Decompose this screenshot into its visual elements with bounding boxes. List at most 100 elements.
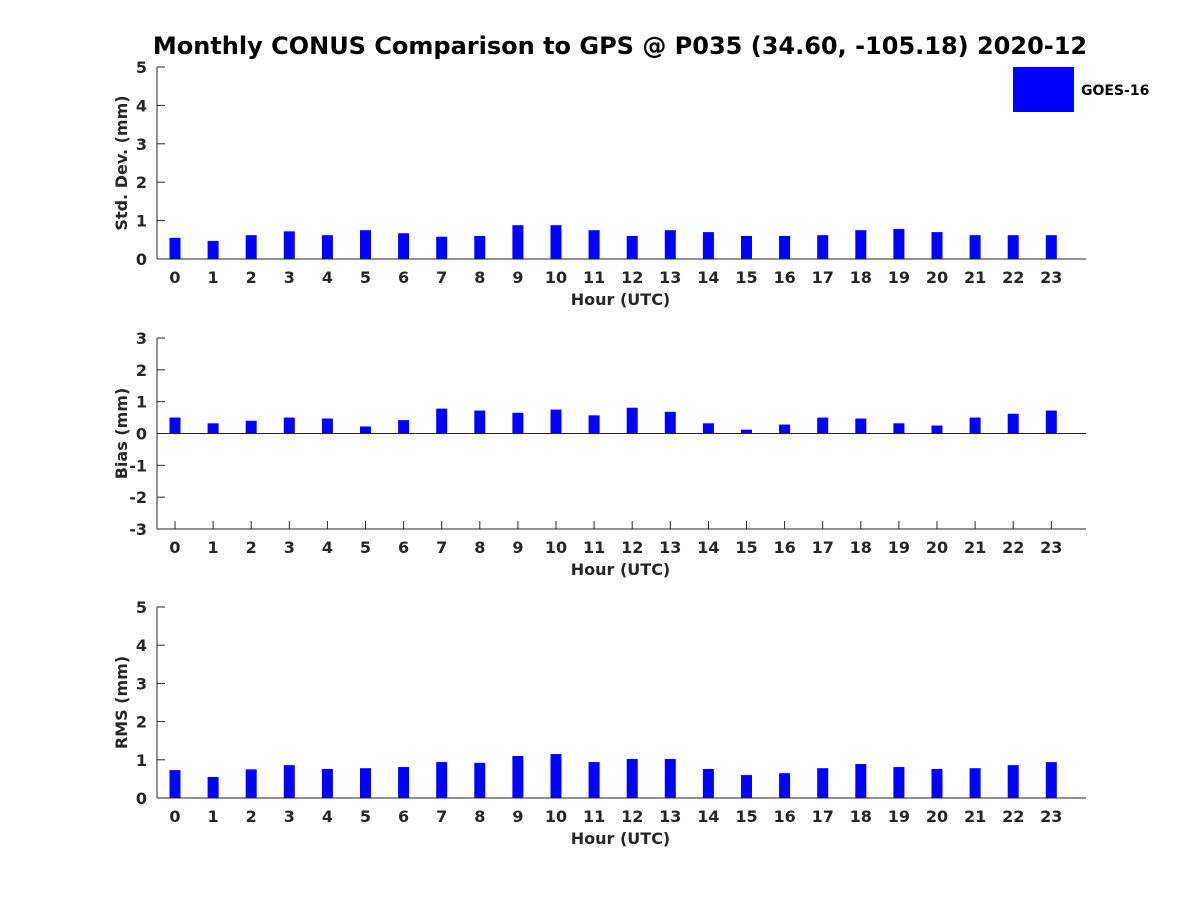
bar-std-dev-hour-19 <box>893 229 905 259</box>
x-tick-label: 11 <box>583 268 605 287</box>
x-tick-label: 23 <box>1040 807 1062 826</box>
y-tick-label: 4 <box>136 636 147 655</box>
x-tick-label: 13 <box>659 268 681 287</box>
bar-std-dev-hour-20 <box>931 232 943 259</box>
x-tick-label: 13 <box>659 538 681 557</box>
x-tick-label: 17 <box>812 538 834 557</box>
x-tick-label: 6 <box>398 807 409 826</box>
x-tick-label: 20 <box>926 538 948 557</box>
bar-bias-hour-7 <box>436 408 448 434</box>
x-tick-label: 16 <box>773 538 795 557</box>
x-tick-label: 17 <box>812 268 834 287</box>
x-tick-label: 22 <box>1002 538 1024 557</box>
bar-rms-hour-21 <box>969 768 981 798</box>
bar-bias-hour-18 <box>855 418 867 434</box>
y-tick-label: 0 <box>136 425 147 444</box>
legend-swatch <box>1013 67 1074 112</box>
bar-std-dev-hour-18 <box>855 230 867 259</box>
x-tick-label: 2 <box>246 538 257 557</box>
bar-rms-hour-1 <box>207 776 219 798</box>
x-tick-label: 10 <box>545 538 567 557</box>
x-tick-label: 23 <box>1040 538 1062 557</box>
bar-std-dev-hour-11 <box>588 230 600 259</box>
bar-rms-hour-12 <box>626 759 638 798</box>
x-tick-label: 11 <box>583 538 605 557</box>
x-tick-label: 20 <box>926 268 948 287</box>
bar-std-dev-hour-4 <box>321 235 333 259</box>
bar-rms-hour-10 <box>550 754 562 798</box>
bar-rms-hour-0 <box>169 770 181 798</box>
y-tick-label: 4 <box>136 96 147 115</box>
y-tick-label: 2 <box>136 173 147 192</box>
bar-bias-hour-2 <box>245 420 257 434</box>
bar-std-dev-hour-22 <box>1007 235 1019 259</box>
bar-bias-hour-23 <box>1045 410 1057 434</box>
bar-rms-hour-11 <box>588 762 600 798</box>
bar-bias-hour-19 <box>893 423 905 434</box>
bar-bias-hour-16 <box>779 424 791 434</box>
bar-rms-hour-23 <box>1045 762 1057 798</box>
bar-bias-hour-17 <box>817 417 829 434</box>
bar-std-dev-hour-12 <box>626 235 638 259</box>
bar-rms-hour-15 <box>741 775 752 798</box>
x-tick-label: 16 <box>773 268 795 287</box>
bar-rms-hour-8 <box>474 762 486 798</box>
bar-rms-hour-2 <box>245 769 257 798</box>
x-tick-label: 8 <box>474 807 485 826</box>
bar-bias-hour-14 <box>702 423 714 434</box>
x-tick-label: 5 <box>360 807 371 826</box>
x-tick-label: 14 <box>697 807 719 826</box>
y-tick-label: -3 <box>129 520 147 539</box>
y-tick-label: 1 <box>136 393 147 412</box>
x-tick-label: 18 <box>850 538 872 557</box>
x-tick-label: 12 <box>621 807 643 826</box>
x-tick-label: 2 <box>246 268 257 287</box>
bar-bias-hour-5 <box>360 426 371 434</box>
x-tick-label: 17 <box>812 807 834 826</box>
bar-bias-hour-1 <box>207 423 219 434</box>
bar-bias-hour-6 <box>398 420 410 434</box>
x-tick-label: 20 <box>926 807 948 826</box>
bar-rms-hour-4 <box>321 768 333 798</box>
x-tick-label: 6 <box>398 268 409 287</box>
bar-std-dev-hour-3 <box>283 231 295 259</box>
x-tick-label: 21 <box>964 807 986 826</box>
x-tick-label: 5 <box>360 268 371 287</box>
bar-std-dev-hour-23 <box>1045 235 1057 259</box>
x-tick-label: 10 <box>545 268 567 287</box>
x-tick-label: 4 <box>322 268 333 287</box>
bar-bias-hour-15 <box>741 429 752 434</box>
x-tick-label: 15 <box>735 538 757 557</box>
x-tick-label: 10 <box>545 807 567 826</box>
bar-std-dev-hour-14 <box>702 232 714 259</box>
x-tick-label: 7 <box>436 268 447 287</box>
x-tick-label: 7 <box>436 538 447 557</box>
y-tick-label: 3 <box>136 135 147 154</box>
bar-std-dev-hour-1 <box>207 240 219 259</box>
x-tick-label: 1 <box>208 807 219 826</box>
x-tick-label: 1 <box>208 268 219 287</box>
x-tick-label: 9 <box>512 538 523 557</box>
y-tick-label: 5 <box>136 598 147 617</box>
bar-bias-hour-12 <box>626 407 638 434</box>
bar-rms-hour-14 <box>702 768 714 798</box>
y-axis-label: Std. Dev. (mm) <box>112 95 131 230</box>
bar-bias-hour-4 <box>321 418 333 434</box>
x-tick-label: 4 <box>322 538 333 557</box>
bar-std-dev-hour-15 <box>741 235 752 259</box>
bar-bias-hour-22 <box>1007 413 1019 434</box>
y-tick-label: 1 <box>136 212 147 231</box>
y-tick-label: 2 <box>136 713 147 732</box>
x-tick-label: 15 <box>735 268 757 287</box>
x-tick-label: 19 <box>888 807 910 826</box>
bar-rms-hour-6 <box>398 767 410 798</box>
x-tick-label: 23 <box>1040 268 1062 287</box>
x-tick-label: 21 <box>964 538 986 557</box>
bar-rms-hour-13 <box>664 759 676 798</box>
bar-std-dev-hour-16 <box>779 235 791 259</box>
legend-label: GOES-16 <box>1081 83 1149 99</box>
y-tick-label: 0 <box>136 250 147 269</box>
bar-rms-hour-20 <box>931 768 943 798</box>
y-tick-label: -2 <box>129 488 147 507</box>
